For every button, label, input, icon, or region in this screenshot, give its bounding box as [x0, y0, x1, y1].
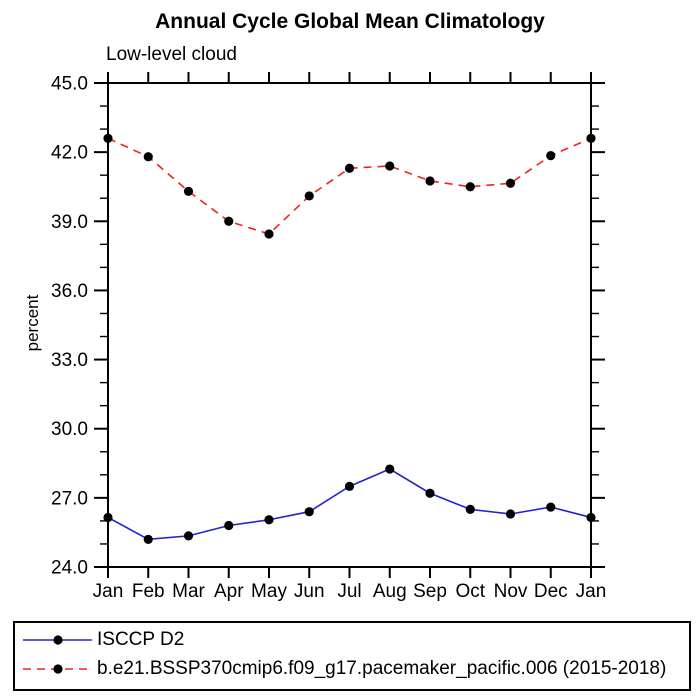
x-tick-label: Feb [132, 581, 165, 602]
series-1-marker [103, 133, 113, 143]
x-tick-label: Mar [172, 581, 205, 602]
series-1-marker [344, 163, 355, 173]
x-tick-label: Aug [373, 581, 407, 602]
x-tick-label: Jan [93, 581, 124, 602]
series-1-marker [425, 176, 435, 186]
series-1-marker [143, 152, 153, 162]
series-1-marker [586, 133, 596, 143]
y-tick-label: 45.0 [51, 74, 88, 95]
x-tick-label: Nov [494, 581, 528, 602]
series-1-marker [546, 151, 556, 161]
series-0-marker [224, 520, 234, 531]
series-1-marker [224, 216, 234, 226]
x-tick-label: Dec [534, 581, 568, 602]
legend-label-series-1: b.e21.BSSP370cmip6.f09_g17.pacemaker_pac… [97, 657, 667, 679]
y-tick-label: 36.0 [51, 281, 88, 302]
series-0-marker [183, 531, 194, 541]
legend-item-isccp: ISCCP D2 [19, 625, 689, 654]
x-tick-label: Jul [337, 581, 361, 602]
x-tick-label: May [251, 581, 287, 602]
chart-subtitle: Low-level cloud [106, 44, 237, 65]
y-tick-label: 42.0 [51, 143, 88, 164]
legend-swatch-dashed-line-dot-icon [23, 664, 92, 674]
series-1-marker [505, 178, 516, 188]
series-1-marker [183, 186, 194, 196]
series-0-marker [143, 534, 153, 544]
series-0-marker [425, 488, 435, 498]
y-tick-label: 39.0 [51, 212, 88, 233]
series-0-marker [546, 502, 556, 512]
x-tick-label: Jun [294, 581, 325, 602]
chart-title: Annual Cycle Global Mean Climatology [155, 10, 545, 33]
x-tick-label: Apr [214, 581, 244, 602]
series-1-marker [465, 182, 475, 192]
series-0-marker [304, 507, 314, 517]
series-0-marker [264, 515, 274, 525]
plot-frame [107, 82, 592, 568]
series-1-marker [385, 161, 395, 171]
legend-item-model: b.e21.BSSP370cmip6.f09_g17.pacemaker_pac… [19, 654, 689, 683]
legend-swatch-solid-line-dot-icon [23, 635, 92, 645]
legend-label-series-0: ISCCP D2 [97, 628, 185, 650]
series-1-marker [304, 191, 314, 201]
series-0-marker [505, 509, 516, 519]
x-tick-label: Sep [413, 581, 447, 602]
x-tick-label: Oct [455, 581, 485, 602]
x-tick-label: Jan [576, 581, 607, 602]
legend-box: ISCCP D2 b.e21.BSSP370cmip6.f09_g17.pace… [13, 621, 691, 691]
series-0-marker [586, 512, 596, 523]
series-0-marker [103, 512, 113, 523]
series-0-marker [465, 504, 475, 514]
y-tick-label: 33.0 [51, 350, 88, 371]
y-tick-label: 30.0 [51, 419, 88, 440]
series-0-marker [344, 481, 355, 491]
series-1-marker [264, 229, 274, 239]
y-tick-label: 27.0 [51, 488, 88, 509]
series-line-1 [107, 137, 592, 235]
y-tick-label: 24.0 [51, 558, 88, 579]
series-line-0 [107, 468, 592, 541]
series-0-marker [385, 464, 395, 474]
